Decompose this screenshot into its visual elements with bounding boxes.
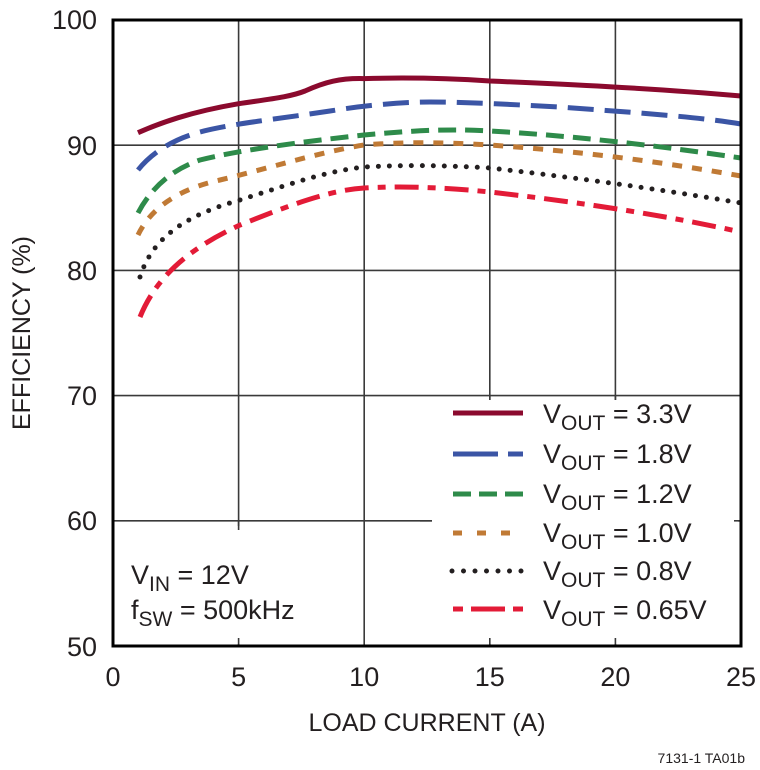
operating-conditions: VIN = 12V fSW = 500kHz (131, 560, 295, 631)
conditions-box (116, 526, 328, 644)
svg-text:VOUT = 0.8V: VOUT = 0.8V (543, 556, 692, 592)
x-axis-ticks: 0 5 10 15 20 25 (105, 662, 756, 692)
grid-lines (113, 20, 741, 646)
svg-text:VOUT = 1.8V: VOUT = 1.8V (543, 439, 692, 475)
series-0v8-line (137, 163, 744, 280)
svg-text:15: 15 (475, 662, 505, 692)
svg-text:10: 10 (349, 662, 379, 692)
svg-text:VOUT = 3.3V: VOUT = 3.3V (543, 399, 692, 435)
svg-text:90: 90 (67, 131, 97, 161)
svg-text:VOUT = 1.0V: VOUT = 1.0V (543, 518, 692, 554)
svg-text:fSW = 500kHz: fSW = 500kHz (131, 595, 295, 631)
svg-text:70: 70 (67, 381, 97, 411)
svg-text:80: 80 (67, 256, 97, 286)
legend-box (432, 400, 738, 644)
legend-labels: VOUT = 3.3V VOUT = 1.8V VOUT = 1.2V VOUT… (543, 399, 707, 631)
y-axis-ticks: 100 90 80 70 60 50 (52, 5, 97, 662)
svg-text:50: 50 (67, 632, 97, 662)
series-3v3-line (136, 75, 742, 135)
svg-text:VOUT = 0.65V: VOUT = 0.65V (543, 595, 707, 631)
svg-text:100: 100 (52, 5, 97, 35)
svg-text:25: 25 (726, 662, 756, 692)
svg-text:VIN = 12V: VIN = 12V (131, 560, 249, 596)
svg-text:5: 5 (231, 662, 246, 692)
x-axis-label: LOAD CURRENT (A) (308, 709, 545, 737)
series-0v65-line (137, 184, 742, 318)
plot-frame (111, 18, 743, 648)
svg-text:0: 0 (105, 662, 120, 692)
series-1v8-line (136, 99, 742, 172)
y-axis-label: EFFICIENCY (%) (8, 236, 36, 430)
svg-text:60: 60 (67, 506, 97, 536)
legend-swatches (449, 410, 527, 612)
figure-code: 7131-1 TA01b (658, 750, 746, 766)
svg-text:20: 20 (600, 662, 630, 692)
svg-text:VOUT = 1.2V: VOUT = 1.2V (543, 479, 692, 515)
